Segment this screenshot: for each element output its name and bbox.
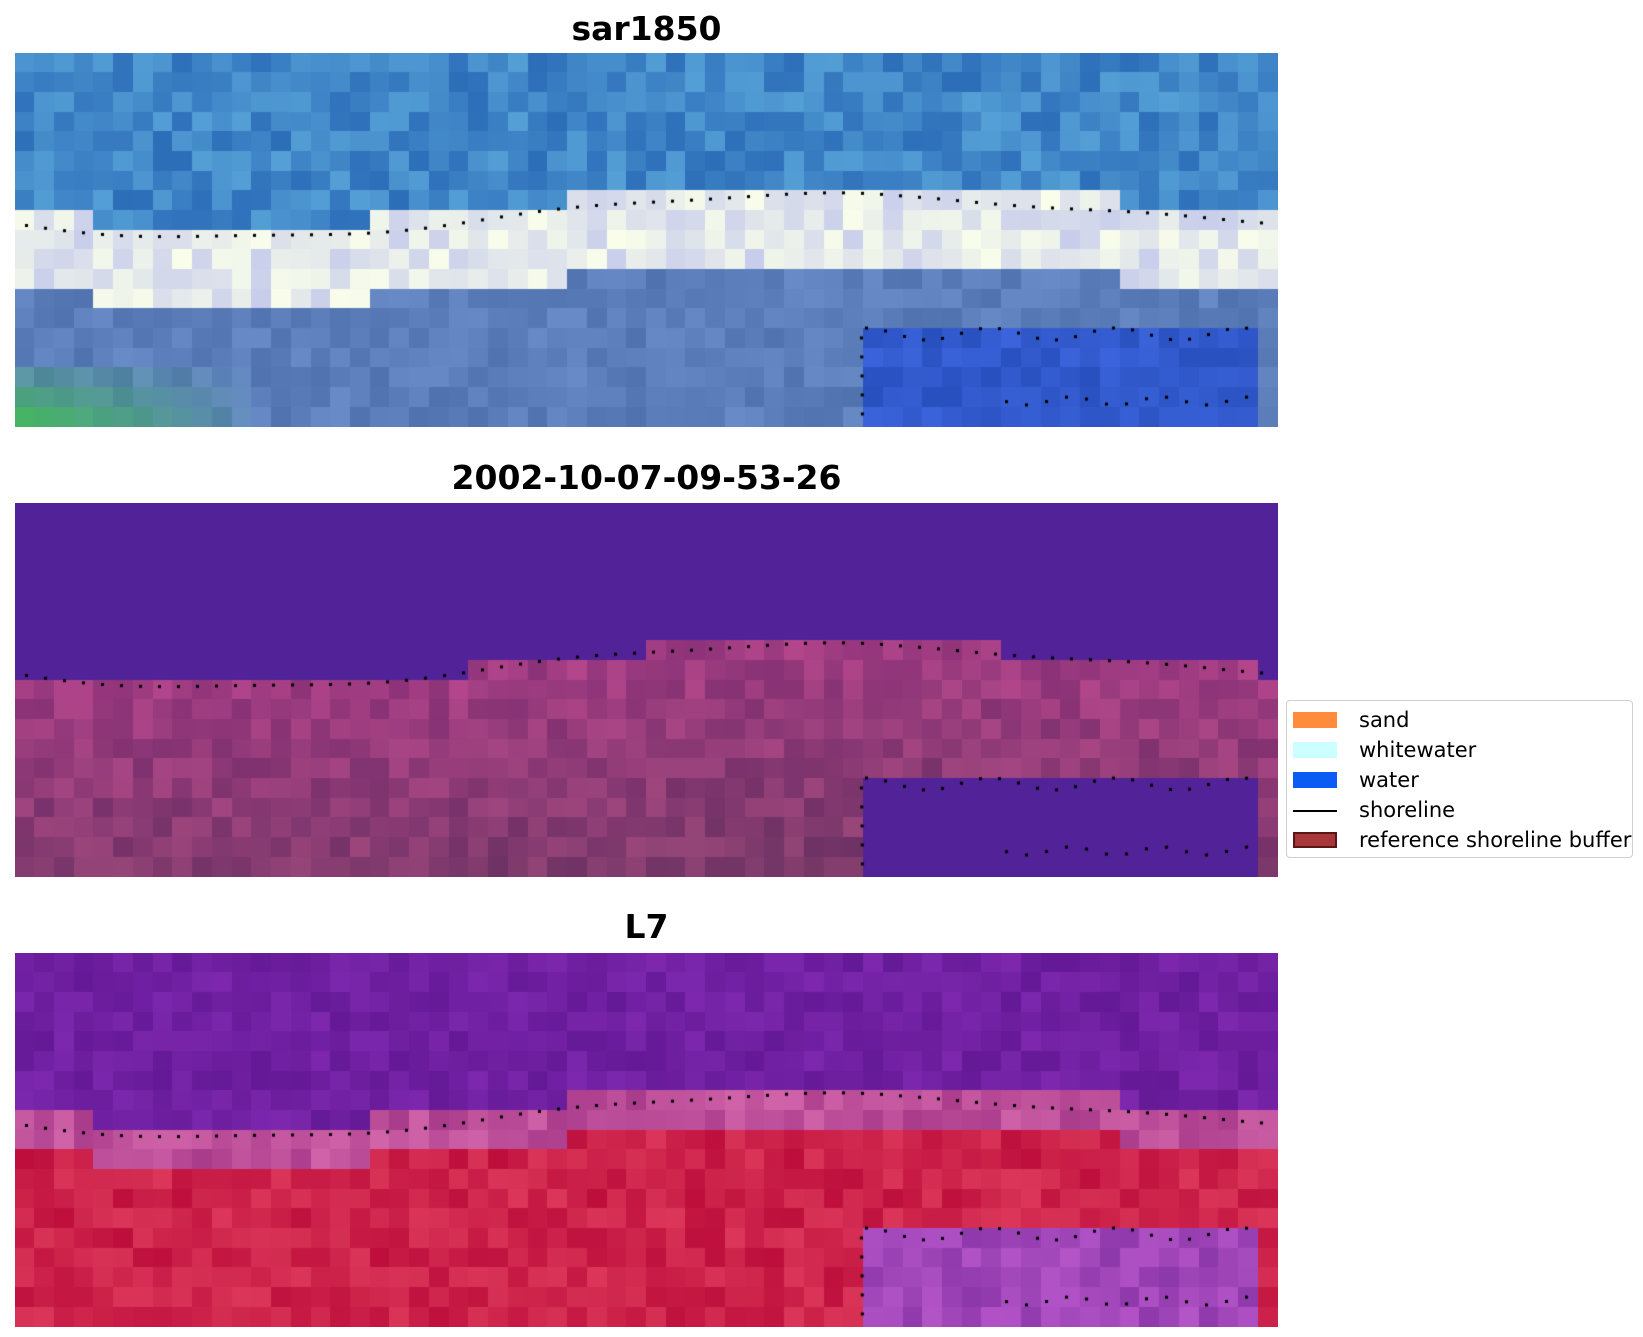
water-swatch	[1293, 772, 1337, 788]
classified-image	[15, 503, 1278, 877]
legend-label-water: water	[1359, 768, 1419, 792]
legend-item-sand: sand	[1293, 706, 1629, 736]
index-image	[15, 953, 1278, 1327]
legend-item-water: water	[1293, 766, 1629, 796]
reference-buffer-swatch	[1293, 832, 1337, 848]
legend-item-shoreline: shoreline	[1293, 796, 1629, 826]
legend-label-reference-buffer: reference shoreline buffer	[1359, 828, 1632, 852]
panel-title-2: 2002-10-07-09-53-26	[451, 458, 842, 497]
shoreline-line-swatch	[1293, 810, 1337, 812]
legend-label-sand: sand	[1359, 708, 1410, 732]
legend-item-whitewater: whitewater	[1293, 736, 1629, 766]
legend-item-reference-buffer: reference shoreline buffer	[1293, 826, 1632, 856]
legend: sand whitewater water shoreline referenc…	[1286, 700, 1633, 858]
panel-title-3: L7	[624, 907, 669, 946]
panel-title-1: sar1850	[571, 9, 722, 48]
legend-label-shoreline: shoreline	[1359, 798, 1456, 822]
sand-swatch	[1293, 712, 1337, 728]
rgb-satellite-image	[15, 53, 1278, 427]
whitewater-swatch	[1293, 742, 1337, 758]
legend-label-whitewater: whitewater	[1359, 738, 1477, 762]
